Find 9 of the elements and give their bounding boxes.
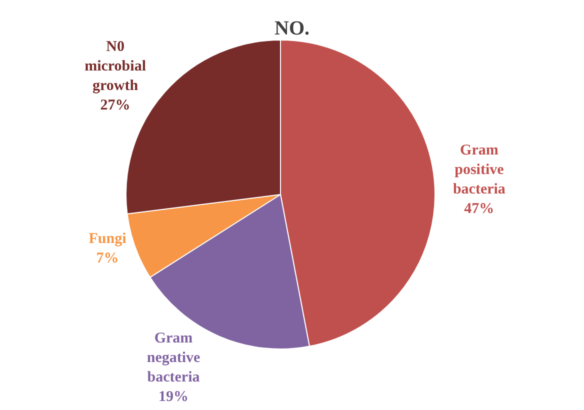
slice-label: Gram positive bacteria: [452, 142, 506, 198]
data-label: 47%: [464, 200, 494, 217]
slice-label: Fungi: [88, 231, 126, 248]
data-label: 19%: [158, 388, 189, 405]
slice-label: N0 microbial growth: [84, 38, 146, 94]
data-label: 7%: [96, 250, 119, 267]
data-label: 27%: [100, 97, 130, 114]
chart-title: NO.: [274, 18, 310, 40]
slice-label: Gram negative bacteria: [146, 330, 201, 386]
